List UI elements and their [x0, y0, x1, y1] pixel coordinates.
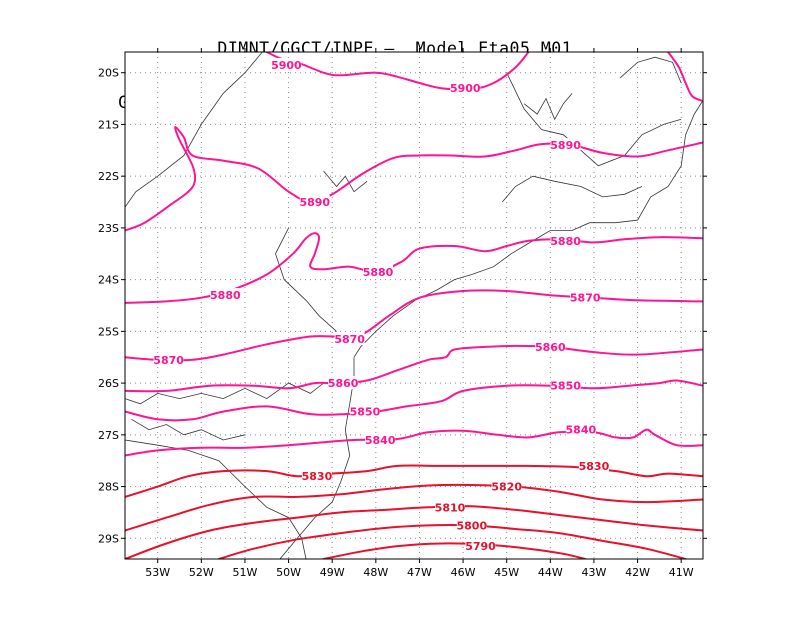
plot-background: [125, 52, 703, 559]
contour-labels: 5900 5900 5890 5890 5880 5880 5880 5870 5870 5870…: [153, 57, 610, 553]
x-tick-label: 45W: [494, 566, 519, 579]
contour-label-5890: 5890: [299, 196, 330, 209]
contour-line-5840: [125, 428, 703, 457]
map-boundary-line: [131, 418, 246, 441]
contour-label-5870: 5870: [153, 354, 184, 367]
contour-label-bg: [550, 378, 581, 392]
contour-label-5870: 5870: [570, 292, 601, 305]
contour-line-5830: [125, 464, 703, 498]
y-tick-label: 21S: [98, 118, 119, 131]
contour-label-bg: [550, 233, 581, 247]
contour-label-5800: 5800: [456, 519, 487, 532]
contour-label-5860: 5860: [328, 377, 359, 390]
y-tick-label: 25S: [98, 325, 119, 338]
x-tick-label: 49W: [320, 566, 345, 579]
contour-label-5790: 5790: [465, 540, 496, 553]
x-tick-label: 48W: [363, 566, 388, 579]
contour-label-bg: [334, 332, 365, 346]
contour-label-bg: [570, 290, 601, 304]
x-tick-label: 53W: [145, 566, 170, 579]
x-axis: 53W 52W 51W 50W 49W 48W 47W 46W 45W 44W 43W 42W 41W: [145, 48, 694, 579]
contour-label-bg: [434, 500, 465, 514]
contour-label-5880: 5880: [550, 235, 581, 248]
contour-line-5800: [217, 523, 687, 559]
contour-label-bg: [301, 469, 332, 483]
x-tick-label: 51W: [233, 566, 258, 579]
contour-label-bg: [349, 404, 380, 418]
x-tick-label: 41W: [669, 566, 694, 579]
contour-label-5830: 5830: [302, 470, 333, 483]
contour-label-bg: [578, 458, 609, 472]
map-boundary-line: [619, 56, 682, 84]
y-tick-label: 26S: [98, 377, 119, 390]
contour-label-bg: [465, 539, 496, 553]
contour-label-bg: [491, 479, 522, 493]
contour-label-bg: [299, 195, 330, 209]
x-tick-label: 42W: [625, 566, 650, 579]
contour-label-5820: 5820: [491, 481, 522, 494]
x-tick-label: 47W: [407, 566, 432, 579]
map-boundary-line: [523, 93, 573, 121]
x-tick-label: 50W: [276, 566, 301, 579]
contour-label-5900: 5900: [450, 82, 481, 95]
map-boundary-line: [506, 72, 682, 167]
contour-line-5850: [125, 379, 703, 422]
contour-label-5870: 5870: [334, 333, 365, 346]
y-tick-label: 27S: [98, 429, 119, 442]
contour-label-5810: 5810: [435, 501, 466, 514]
contour-label-5840: 5840: [365, 434, 396, 447]
x-tick-label: 44W: [538, 566, 563, 579]
contour-line-5900: [667, 52, 703, 103]
contour-label-5880: 5880: [210, 289, 241, 302]
x-tick-label: 52W: [189, 566, 214, 579]
contour-label-bg: [550, 138, 581, 152]
map-boundary-line: [275, 227, 337, 332]
map-boundary-line: [279, 357, 355, 559]
map-boundary-line: [125, 52, 263, 208]
contour-line-5810: [125, 505, 703, 559]
contour-label-5840: 5840: [566, 424, 597, 437]
contour-label-bg: [210, 288, 241, 302]
map-boundary-line: [501, 175, 643, 203]
contour-label-bg: [365, 433, 396, 447]
contour-label-5830: 5830: [579, 460, 610, 473]
y-axis: 20S 21S 22S 23S 24S 25S 26S 27S 28S 29S: [98, 67, 707, 545]
y-tick-label: 22S: [98, 170, 119, 183]
contour-label-5890: 5890: [550, 139, 581, 152]
contour-label-bg: [535, 339, 566, 353]
map-boundary-line: [125, 439, 307, 559]
contour-label-bg: [450, 81, 481, 95]
contour-label-bg: [456, 518, 487, 532]
y-tick-label: 28S: [98, 481, 119, 494]
contour-line-5820: [125, 483, 703, 532]
map-boundary-line: [125, 382, 350, 405]
contour-label-bg: [153, 352, 184, 366]
y-tick-label: 24S: [98, 274, 119, 287]
y-tick-label: 29S: [98, 532, 119, 545]
contour-label-bg: [328, 376, 359, 390]
coastline-and-borders: [125, 52, 703, 559]
x-tick-label: 46W: [451, 566, 476, 579]
contour-label-bg: [565, 422, 596, 436]
map-boundary-line: [353, 99, 703, 358]
contour-label-5850: 5850: [350, 406, 381, 419]
contour-label-bg: [363, 264, 394, 278]
contour-label-5900: 5900: [271, 59, 302, 72]
y-tick-label: 23S: [98, 222, 119, 235]
contour-line-5790: [322, 542, 587, 559]
contour-label-5850: 5850: [550, 380, 581, 393]
y-tick-label: 20S: [98, 67, 119, 80]
plot-frame: [124, 51, 704, 560]
contour-label-5860: 5860: [535, 341, 566, 354]
map-boundary-line: [323, 170, 368, 193]
contour-label-5880: 5880: [363, 266, 394, 279]
x-tick-label: 43W: [582, 566, 607, 579]
contour-label-bg: [271, 57, 302, 71]
